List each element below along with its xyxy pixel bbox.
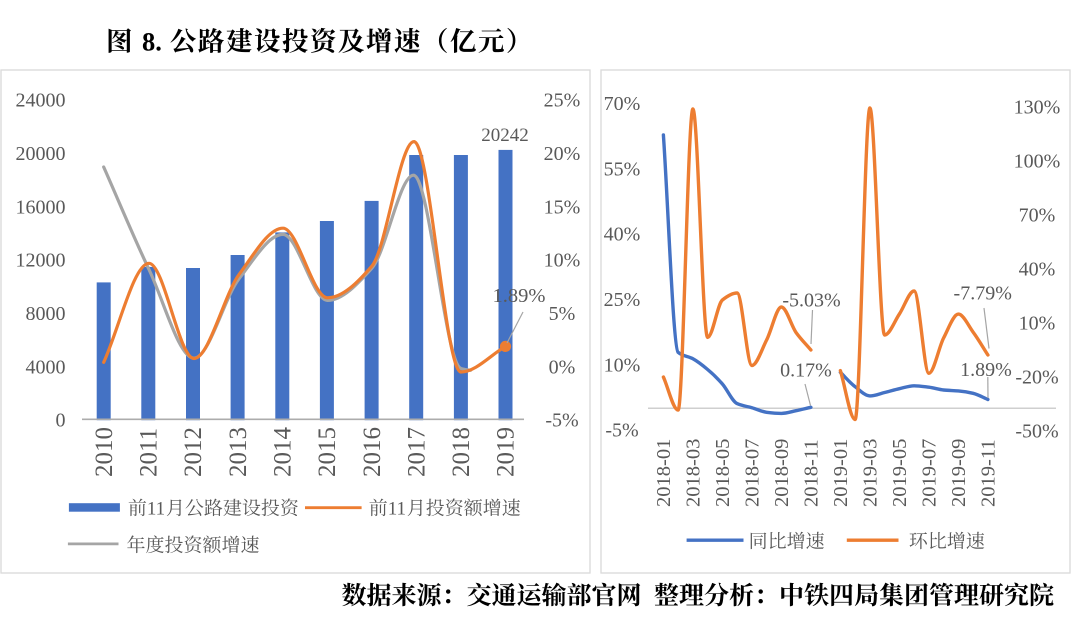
svg-text:2011: 2011 [136,428,163,477]
svg-text:-7.79%: -7.79% [954,283,1012,305]
svg-text:-5%: -5% [545,410,578,432]
svg-text:2019: 2019 [493,427,520,477]
svg-text:12000: 12000 [16,250,66,272]
svg-text:10%: 10% [1019,313,1056,335]
svg-text:4000: 4000 [26,356,66,378]
svg-text:25%: 25% [604,289,641,311]
svg-text:10%: 10% [604,354,641,376]
svg-text:55%: 55% [604,158,641,180]
svg-text:2019-01: 2019-01 [830,439,852,507]
svg-text:2019-11: 2019-11 [978,439,1000,507]
svg-text:0%: 0% [549,356,576,378]
svg-text:2019-07: 2019-07 [919,439,941,507]
svg-text:-5%: -5% [605,420,638,442]
svg-text:2016: 2016 [359,427,386,477]
svg-text:2012: 2012 [180,427,207,477]
svg-text:25%: 25% [544,90,581,112]
svg-text:0: 0 [56,410,66,432]
svg-text:100%: 100% [1014,151,1061,173]
svg-text:2015: 2015 [314,427,341,477]
svg-text:2018-11: 2018-11 [801,439,823,507]
svg-text:2013: 2013 [225,427,252,477]
svg-text:-50%: -50% [1015,421,1058,443]
svg-text:2018-03: 2018-03 [683,439,705,507]
svg-text:130%: 130% [1014,97,1061,119]
svg-text:70%: 70% [1019,205,1056,227]
svg-text:2018-07: 2018-07 [742,439,764,507]
svg-text:11: 11 [147,499,165,520]
svg-text:8000: 8000 [26,303,66,325]
svg-text:1.89%: 1.89% [493,285,546,307]
svg-text:11: 11 [388,499,406,520]
svg-text:2019-03: 2019-03 [860,439,882,507]
svg-text:10%: 10% [544,250,581,272]
svg-text:15%: 15% [544,196,581,218]
svg-text:2018-01: 2018-01 [653,439,675,507]
svg-text:20%: 20% [544,143,581,165]
svg-text:20242: 20242 [481,125,529,146]
svg-text:-5.03%: -5.03% [782,290,840,312]
svg-text:16000: 16000 [16,196,66,218]
svg-text:2014: 2014 [270,427,297,478]
svg-text:24000: 24000 [16,90,66,112]
svg-text:2017: 2017 [403,427,430,477]
svg-text:2018-09: 2018-09 [771,439,793,507]
svg-text:2018-05: 2018-05 [712,439,734,507]
svg-text:20000: 20000 [16,143,66,165]
svg-text:8.: 8. [142,27,162,57]
svg-text:40%: 40% [604,224,641,246]
svg-text:-20%: -20% [1015,367,1058,389]
svg-text:5%: 5% [549,303,576,325]
svg-text:2010: 2010 [91,427,118,477]
svg-text:2019-05: 2019-05 [889,439,911,507]
svg-text:2018: 2018 [448,427,475,477]
svg-text:2019-09: 2019-09 [948,439,970,507]
svg-text:40%: 40% [1019,259,1056,281]
svg-text:0.17%: 0.17% [780,360,832,382]
svg-text:70%: 70% [604,93,641,115]
svg-text:1.89%: 1.89% [960,359,1012,381]
